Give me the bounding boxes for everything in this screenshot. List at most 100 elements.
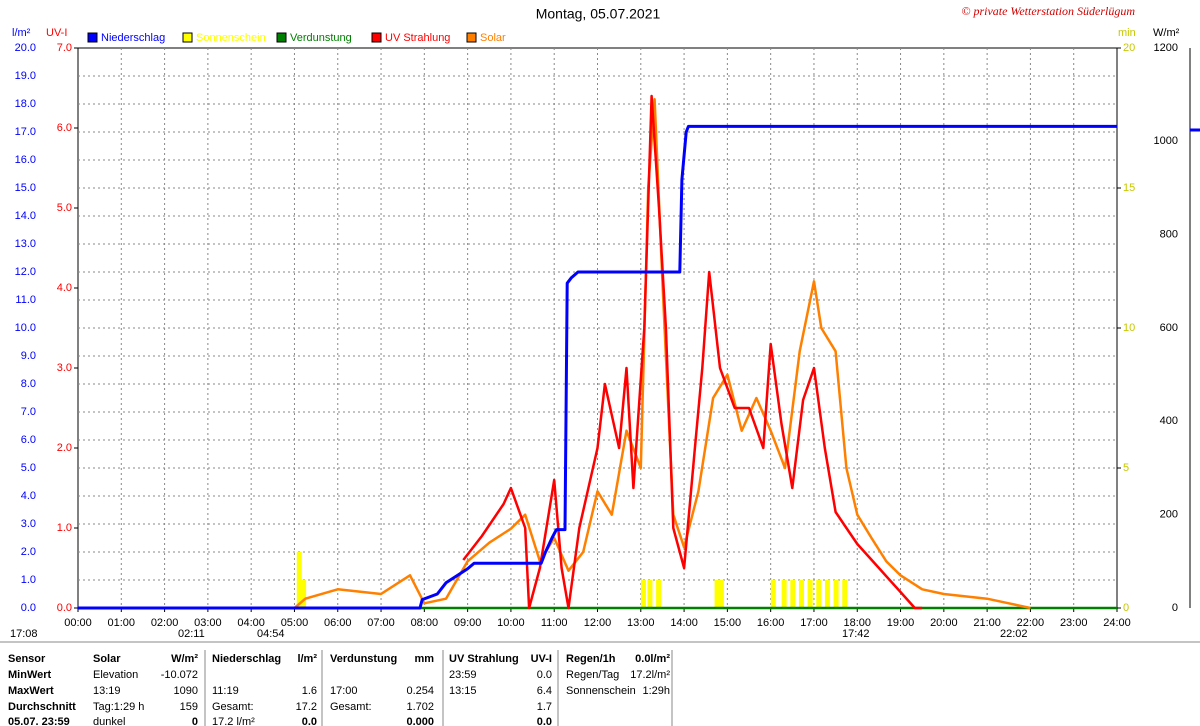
y3-tick-label: 15 (1123, 182, 1135, 194)
series-line (78, 124, 1117, 610)
series-line (293, 98, 1031, 610)
table-cell: Regen/Tag (566, 669, 619, 681)
sunshine-bar (781, 580, 787, 608)
y2-tick-label: 2.0 (57, 442, 72, 454)
table-cell: Niederschlag (212, 653, 281, 665)
y2-tick-label: 1.0 (57, 522, 72, 534)
table-cell: MinWert (8, 669, 52, 681)
y-tick-label: 2.0 (21, 546, 36, 558)
table-cell: UV-I (531, 653, 552, 665)
sunshine-bar (770, 580, 776, 608)
legend-label: Verdunstung (290, 32, 352, 44)
y2-tick-label: 4.0 (57, 282, 72, 294)
sunshine-bar (833, 580, 839, 608)
table-cell: 17.2 l/m² (212, 716, 255, 726)
table-cell: Elevation (93, 669, 138, 681)
table-cell: 17.2l/m² (630, 669, 670, 681)
table-cell: 23:59 (449, 669, 477, 681)
legend-swatch (371, 32, 382, 43)
table-cell: -10.072 (161, 669, 198, 681)
table-cell: 13:19 (93, 685, 121, 697)
y4-tick-label: 600 (1160, 322, 1178, 334)
x-tick-label: 03:00 (194, 617, 222, 629)
sunshine-bar (816, 580, 822, 608)
table-cell: Durchschnitt (8, 701, 76, 713)
x-tick-label: 18:00 (843, 617, 871, 629)
y-tick-label: 14.0 (15, 210, 36, 222)
x-tick-label: 04:00 (237, 617, 265, 629)
table-cell: 1.702 (406, 701, 434, 713)
table-cell: 0 (192, 716, 198, 726)
y3-tick-label: 20 (1123, 42, 1135, 54)
table-cell: UV Strahlung (449, 653, 519, 665)
legend-label: Niederschlag (101, 32, 165, 44)
y-tick-label: 3.0 (21, 518, 36, 530)
x-tick-label: 11:00 (541, 617, 568, 629)
table-cell: Regen/1h (566, 653, 616, 665)
table-cell: 6.4 (537, 685, 552, 697)
time-annotation: 04:54 (257, 628, 285, 640)
x-tick-label: 10:00 (497, 617, 525, 629)
x-tick-label: 09:00 (454, 617, 482, 629)
x-tick-label: 02:00 (151, 617, 179, 629)
table-cell: Sonnenschein (566, 685, 636, 697)
y4-tick-label: 200 (1160, 509, 1178, 521)
table-cell: 0.0 (537, 669, 552, 681)
y-tick-label: 16.0 (15, 154, 36, 166)
sunshine-bar (296, 552, 302, 608)
y3-axis-label: min (1118, 27, 1136, 39)
y4-axis-label: W/m² (1153, 27, 1180, 39)
y2-tick-label: 5.0 (57, 202, 72, 214)
table-cell: 0.254 (406, 685, 434, 697)
table-cell: Gesamt: (330, 701, 372, 713)
legend-label: UV Strahlung (385, 32, 450, 44)
sunshine-bar (842, 580, 848, 608)
y2-tick-label: 0.0 (57, 602, 72, 614)
y-tick-label: 10.0 (15, 322, 36, 334)
table-cell: 0.0 (302, 716, 317, 726)
y4-tick-label: 800 (1160, 229, 1178, 241)
x-tick-label: 14:00 (670, 617, 698, 629)
legend-swatch (276, 32, 287, 43)
sunshine-bar (807, 580, 813, 608)
x-tick-label: 17:00 (800, 617, 828, 629)
legend-swatch (182, 32, 193, 43)
y-tick-label: 17.0 (15, 126, 36, 138)
y-tick-label: 12.0 (15, 266, 36, 278)
sunshine-bar (647, 580, 653, 608)
table-cell: 1.6 (302, 685, 317, 697)
y-tick-label: 7.0 (21, 406, 36, 418)
x-tick-label: 00:00 (64, 617, 92, 629)
y4-tick-label: 1200 (1154, 42, 1178, 54)
table-cell: 13:15 (449, 685, 477, 697)
table-cell: Sensor (8, 653, 46, 665)
legend-swatch (466, 32, 477, 43)
legend-swatch (87, 32, 98, 43)
table-cell: Gesamt: (212, 701, 254, 713)
y4-tick-label: 0 (1172, 602, 1178, 614)
y-tick-label: 6.0 (21, 434, 36, 446)
table-cell: 11:19 (212, 685, 239, 697)
y-tick-label: 0.0 (21, 602, 36, 614)
x-tick-label: 13:00 (627, 617, 655, 629)
x-tick-label: 15:00 (714, 617, 742, 629)
y-tick-label: 4.0 (21, 490, 36, 502)
sunshine-bar (640, 580, 646, 608)
time-annotation: 17:42 (842, 628, 870, 640)
y-tick-label: 8.0 (21, 378, 36, 390)
y3-tick-label: 5 (1123, 462, 1129, 474)
legend-label: Solar (480, 32, 506, 44)
y-tick-label: 18.0 (15, 98, 36, 110)
series-line (462, 94, 923, 610)
table-cell: mm (414, 653, 434, 665)
y2-tick-label: 3.0 (57, 362, 72, 374)
x-tick-label: 23:00 (1060, 617, 1088, 629)
x-tick-label: 19:00 (887, 617, 915, 629)
x-tick-label: 07:00 (367, 617, 395, 629)
y2-tick-label: 6.0 (57, 122, 72, 134)
y-tick-label: 20.0 (15, 42, 36, 54)
y-tick-label: 19.0 (15, 70, 36, 82)
table-cell: Solar (93, 653, 121, 665)
table-cell: dunkel (93, 716, 125, 726)
table-cell: 05.07. 23:59 (8, 716, 70, 726)
